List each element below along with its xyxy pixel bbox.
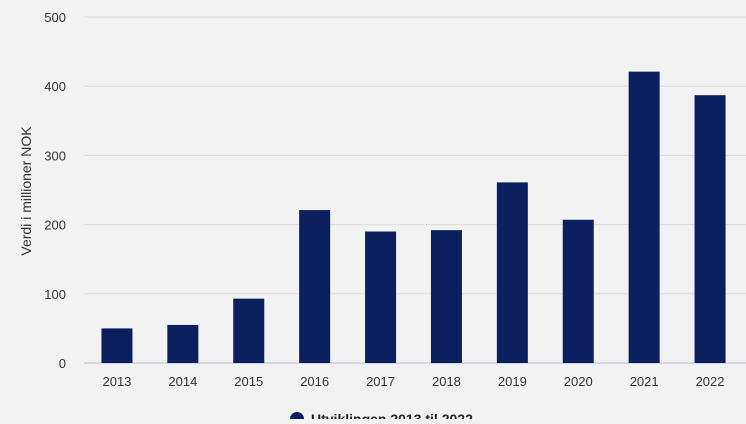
- x-tick-label: 2019: [498, 374, 527, 389]
- y-axis-title: Verdi i millioner NOK: [18, 126, 34, 256]
- bar-2016[interactable]: [299, 210, 331, 363]
- y-tick-label: 100: [44, 287, 66, 302]
- y-axis-ticks: 0 100 200 300 400 500: [44, 10, 66, 371]
- bar-2017[interactable]: [365, 231, 397, 363]
- bar-2019[interactable]: [496, 182, 528, 363]
- y-tick-label: 400: [44, 79, 66, 94]
- x-tick-label: 2021: [630, 374, 659, 389]
- bar-2020[interactable]: [562, 219, 594, 363]
- y-tick-label: 0: [59, 356, 66, 371]
- x-tick-label: 2014: [168, 374, 197, 389]
- x-tick-label: 2020: [564, 374, 593, 389]
- bar-2015[interactable]: [233, 298, 265, 363]
- x-tick-label: 2018: [432, 374, 461, 389]
- x-tick-label: 2016: [300, 374, 329, 389]
- bar-2018[interactable]: [430, 230, 462, 363]
- x-tick-label: 2015: [234, 374, 263, 389]
- y-tick-label: 300: [44, 148, 66, 163]
- legend-marker: [290, 412, 304, 424]
- x-tick-label: 2013: [102, 374, 131, 389]
- bar-2013[interactable]: [101, 328, 133, 363]
- bars: [101, 71, 726, 364]
- y-tick-label: 200: [44, 218, 66, 233]
- x-axis-ticks: 2013 2014 2015 2016 2017 2018 2019 2020 2021 2022: [102, 374, 724, 389]
- legend-label: Utviklingen 2013 til 2022: [311, 411, 473, 419]
- y-tick-label: 500: [44, 10, 66, 25]
- legend[interactable]: Utviklingen 2013 til 2022: [290, 411, 473, 424]
- bar-2021[interactable]: [628, 71, 660, 363]
- bar-2014[interactable]: [167, 324, 199, 363]
- x-tick-label: 2022: [696, 374, 725, 389]
- x-tick-label: 2017: [366, 374, 395, 389]
- bar-2022[interactable]: [694, 95, 726, 364]
